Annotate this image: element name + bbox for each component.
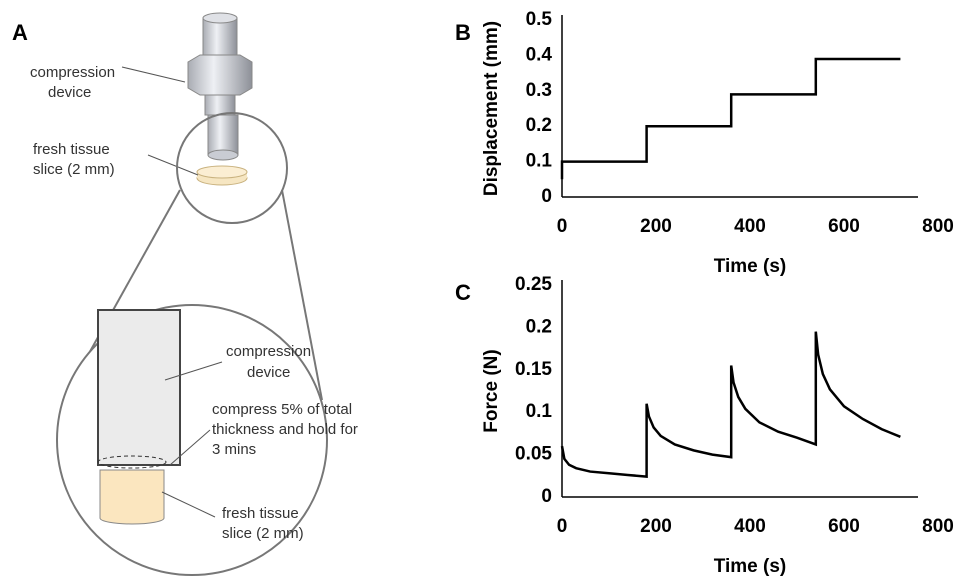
y-tick-label: 0.4 [526,44,553,65]
y-tick-label: 0.15 [515,359,552,380]
y-tick-label: 0.2 [526,115,552,136]
label: compression [226,343,311,360]
leader-line [121,66,186,83]
x-tick-label: 800 [922,216,954,237]
y-tick-label: 0.5 [526,9,553,30]
x-tick-label: 0 [557,216,568,237]
leader-line [164,361,223,381]
label: compression [30,64,115,81]
inset-slice [99,469,165,525]
leader-line [169,429,211,466]
x-tick-label: 400 [734,216,766,237]
label: compress 5% of total [212,401,352,418]
y-axis-title: Displacement (mm) [481,21,502,196]
y-tick-label: 0 [541,486,552,507]
label: 3 mins [212,441,256,458]
label: device [247,364,290,381]
inset-device [97,309,181,466]
data-line [560,331,901,479]
panel-label: B [455,20,471,45]
label: fresh tissue [33,141,110,158]
x-tick-label: 0 [557,516,568,537]
label: fresh tissue [222,505,299,522]
y-tick-label: 0.1 [526,401,553,422]
compression-outline [97,455,167,469]
label: thickness and hold for [212,421,358,438]
leader-line [147,154,199,176]
x-tick-label: 200 [640,216,672,237]
label: slice (2 mm) [222,525,304,542]
y-tick-label: 0.3 [526,80,552,101]
label: slice (2 mm) [33,161,115,178]
y-tick-label: 0.25 [515,274,552,295]
panel-label: C [455,280,471,305]
y-tick-label: 0.1 [526,151,553,172]
y-axis-title: Force (N) [481,349,502,432]
data-line [560,57,901,180]
y-tick-label: 0 [541,186,552,207]
x-axis-title: Time (s) [714,256,787,277]
y-tick-label: 0.05 [515,444,552,465]
panel-label: A [12,20,28,45]
x-tick-label: 600 [828,516,860,537]
label: device [48,84,91,101]
zoom-circle [176,112,288,224]
device-illustration [187,12,253,186]
x-tick-label: 200 [640,516,672,537]
zoom-line [281,189,323,401]
x-axis-title: Time (s) [714,556,787,577]
y-tick-label: 0.2 [526,316,552,337]
x-tick-label: 400 [734,516,766,537]
leader-line [161,491,216,518]
x-tick-label: 800 [922,516,954,537]
x-tick-label: 600 [828,216,860,237]
